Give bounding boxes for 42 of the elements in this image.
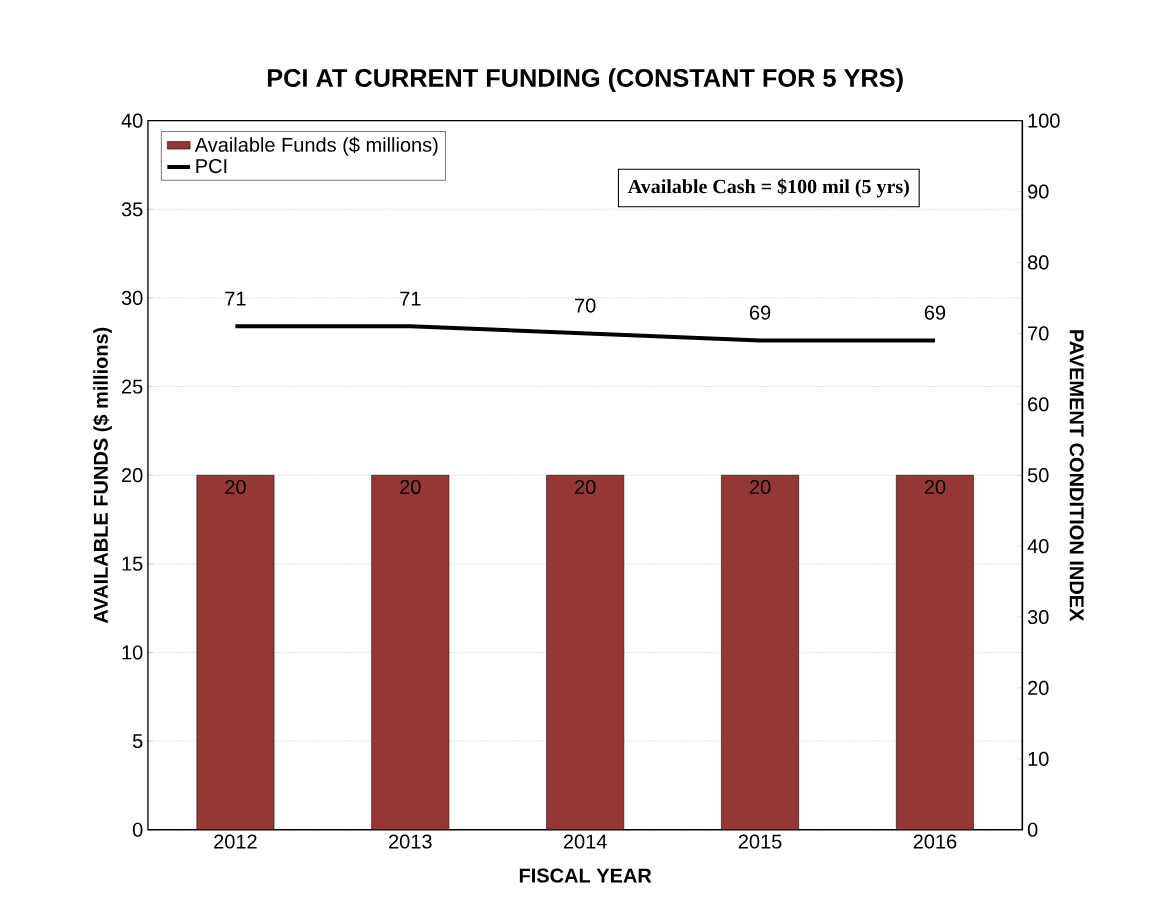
y2-tick-label: 60 xyxy=(1028,397,1049,412)
y2-tick-label: 70 xyxy=(1028,326,1049,341)
y2-tick-label: 40 xyxy=(1027,539,1049,554)
data-label: 71 xyxy=(400,291,421,306)
y2-tick-label: 100 xyxy=(1028,113,1060,128)
y-tick-label: 35 xyxy=(121,202,143,217)
x-tick-label: 2015 xyxy=(738,834,782,849)
y-tick-label: 20 xyxy=(122,468,143,483)
x-tick-label: 2016 xyxy=(913,834,957,849)
data-label: 20 xyxy=(749,480,771,495)
y-tick-label: 30 xyxy=(121,290,143,306)
y2-tick-label: 80 xyxy=(1027,255,1049,270)
y2-tick-label: 50 xyxy=(1027,468,1049,483)
x-tick-label: 2012 xyxy=(214,834,257,849)
y2-tick-label: 20 xyxy=(1028,680,1049,696)
data-label: 20 xyxy=(575,480,596,495)
y-tick-label: 40 xyxy=(121,113,143,128)
data-label: 70 xyxy=(575,298,596,313)
y2-tick-label: 30 xyxy=(1027,610,1049,625)
y2-tick-label: 10 xyxy=(1028,751,1049,767)
y-tick-label: 5 xyxy=(132,734,143,749)
y2-tick-label: 90 xyxy=(1028,184,1049,199)
y-tick-label: 15 xyxy=(122,556,143,571)
data-label: 20 xyxy=(924,480,946,495)
y-tick-label: 0 xyxy=(132,822,143,837)
data-label: 20 xyxy=(400,480,421,495)
data-label: 20 xyxy=(225,480,246,495)
chart-title: PCI AT CURRENT FUNDING (CONSTANT FOR 5 YRS) xyxy=(267,68,903,93)
data-label: 69 xyxy=(749,305,771,320)
y-axis-title: AVAILABLE FUNDS ($ millions) xyxy=(92,327,112,624)
data-label: 71 xyxy=(225,291,246,306)
annotation: Available Cash = $100 mil (5 yrs) xyxy=(627,178,909,198)
y2-axis-title: PAVEMENT CONDITION INDEX xyxy=(1069,330,1084,622)
data-label: 69 xyxy=(924,305,946,320)
x-tick-label: 2014 xyxy=(563,834,607,849)
legend-label: Available Funds ($ millions) xyxy=(194,136,438,156)
y-tick-label: 25 xyxy=(122,379,143,394)
legend-label: PCI xyxy=(196,159,227,174)
y2-tick-label: 0 xyxy=(1027,822,1038,837)
y-tick-label: 10 xyxy=(122,645,143,660)
x-tick-label: 2013 xyxy=(389,834,432,849)
x-axis-title: FISCAL YEAR xyxy=(519,868,652,883)
